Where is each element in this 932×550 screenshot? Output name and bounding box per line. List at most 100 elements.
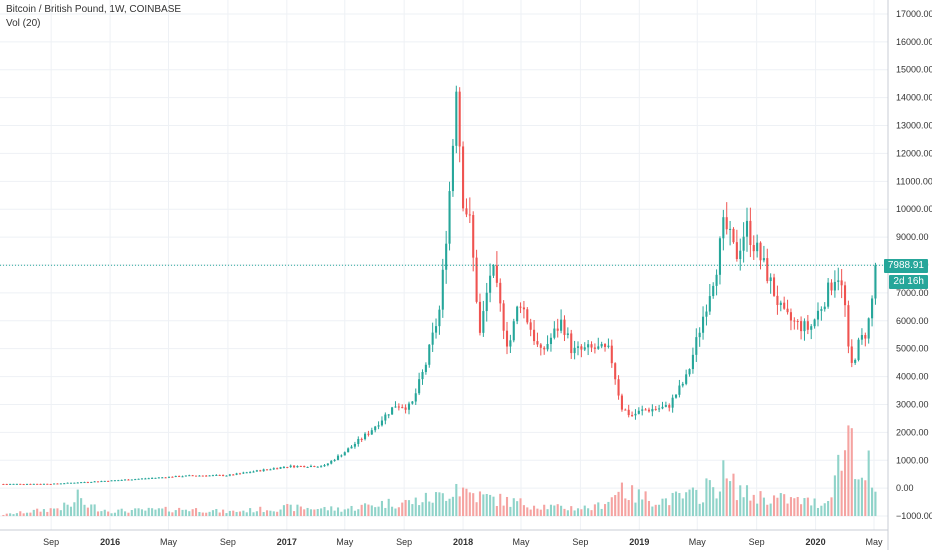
volume-bar [438,492,441,517]
volume-legend[interactable]: Vol (20) [6,18,41,29]
candle-body [637,410,640,414]
volume-bar [19,511,22,517]
candle-body [468,214,471,216]
y-tick-label: 4000.00 [896,372,929,382]
volume-bar [326,510,329,517]
volume-bar [553,505,556,517]
volume-bar [772,495,776,517]
volume-bar [766,504,769,517]
volume-bar [718,491,722,517]
volume-bar [252,512,255,517]
candle-body [137,478,140,480]
candle-body [610,345,613,364]
candle-body [816,310,820,320]
volume-bar [857,479,860,517]
candle-body [485,292,488,312]
x-tick-label: 2020 [806,537,826,547]
candle-body [333,459,336,461]
volume-bar [590,510,593,517]
candle-body [573,347,576,354]
candle-body [590,344,593,348]
candle-body [272,468,275,470]
candle-body [15,483,18,485]
candle-body [725,217,728,230]
volume-bar [549,504,553,517]
candle-body [242,472,245,474]
volume-bar [800,504,803,517]
candle-body [776,295,779,306]
candle-body [502,303,505,331]
x-tick-label: 2018 [453,537,473,547]
candle-body [570,333,573,354]
x-tick-label: 2017 [277,537,297,547]
time-axis[interactable]: Sep 2016 May Sep 2017 May Sep 2018 May Sep 2019 May… [0,529,888,547]
candle-body [39,483,42,485]
x-tick-label: May [689,537,707,547]
volume-bar [59,510,62,517]
candle-body [522,307,525,310]
y-tick-label: 12000.00 [896,148,932,158]
chart-legend-title[interactable]: Bitcoin / British Pound, 1W, COINBASE [6,4,182,15]
volume-bar [56,508,59,517]
candle-body [462,146,465,209]
volume-bar [587,508,590,517]
candle-body [330,460,333,464]
volume-bar [627,500,630,517]
volume-bar [96,511,100,517]
candle-body [343,452,346,456]
candle-body [715,274,718,286]
volume-bar [73,502,76,517]
volume-bar [154,509,157,517]
volume-bar [509,506,512,517]
volume-bar [323,506,326,517]
volume-bar [265,510,269,517]
volume-bar [560,505,563,517]
volume-bar [340,511,343,517]
volume-bar [624,498,627,517]
candle-body [539,344,542,348]
candle-body [620,395,623,410]
candle-body [745,220,749,237]
candle-body [833,281,836,291]
last-price-tag: 7988.91 [883,259,928,273]
candle-body [29,483,32,485]
volume-bar [289,504,292,517]
volume-bar [526,507,529,517]
volume-bar [255,511,258,517]
candle-body [813,319,816,327]
volume-bar [451,496,454,517]
candle-body [472,215,475,258]
candle-body [397,406,400,408]
candle-body [5,483,8,485]
volume-bar [80,498,83,517]
y-tick-label: 16000.00 [896,37,932,47]
candle-body [191,475,194,477]
candle-body [854,359,857,363]
candle-body [320,466,323,468]
volume-bar [167,511,171,517]
price-candles [2,85,877,486]
candle-body [130,479,133,481]
volume-bar [749,500,752,517]
candle-body [543,347,546,350]
volume-bar [140,509,144,517]
volume-bar [208,511,211,517]
volume-bar [269,510,272,517]
volume-bar [827,500,830,517]
candle-body [631,415,634,417]
volume-bar [742,497,745,517]
candle-body [377,425,380,427]
volume-bar [522,505,525,517]
candle-body [86,482,89,484]
volume-bar [715,498,718,517]
volume-bar [543,504,546,517]
candle-body [205,475,208,477]
candle-body [843,285,847,306]
candle-body [90,481,93,483]
candle-body [512,321,515,341]
candle-body [22,484,25,486]
candle-body [424,364,427,372]
volume-bar [100,511,103,517]
volume-bar [762,497,765,517]
